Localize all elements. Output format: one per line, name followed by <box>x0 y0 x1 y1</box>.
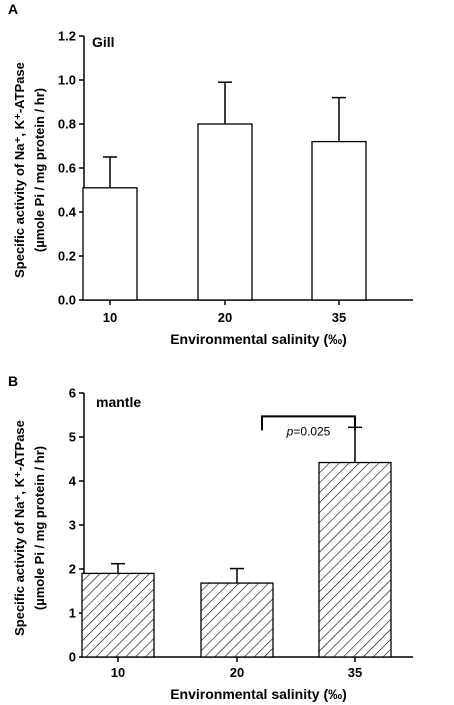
x-axis-label: Environmental salinity (‰) <box>170 686 347 702</box>
x-tick-label: 35 <box>332 310 346 325</box>
x-axis-label: Environmental salinity (‰) <box>170 331 347 347</box>
x-tick-label: 20 <box>218 310 232 325</box>
x-tick-label: 10 <box>103 310 117 325</box>
bar <box>318 461 392 658</box>
y-tick-label: 4 <box>69 474 77 489</box>
x-tick-label: 10 <box>111 665 125 680</box>
y-tick-label: 0.8 <box>58 117 76 132</box>
x-tick-label: 20 <box>230 665 244 680</box>
bar <box>197 123 253 301</box>
panel-title: mantle <box>96 394 141 410</box>
y-tick-label: 3 <box>69 518 76 533</box>
y-tick-label: 0.4 <box>58 205 77 220</box>
significance-bracket <box>261 415 356 431</box>
y-axis-label-line2: (µmole Pi / mg protein / hr) <box>32 88 47 252</box>
panel-a: A 0.0 0.2 0.4 0.6 0.8 1.0 1.2 Gill 10 20 35 Environm… <box>8 1 413 347</box>
p-value: =0.025 <box>293 424 330 438</box>
y-tick-label: 1 <box>69 606 76 621</box>
y-axis-label-line1: Specific activity of Na⁺, K⁺-ATPase <box>12 62 27 278</box>
p-symbol: p <box>286 424 294 438</box>
y-axis-label-line1: Specific activity of Na⁺, K⁺-ATPase <box>12 420 27 636</box>
bar <box>81 572 155 658</box>
y-tick-label: 0.0 <box>58 293 76 308</box>
y-tick-label: 2 <box>69 562 76 577</box>
y-tick-label: 0.2 <box>58 249 76 264</box>
y-tick-label: 0 <box>69 650 76 665</box>
bar <box>200 582 274 658</box>
panel-title: Gill <box>92 34 115 50</box>
y-tick-label: 5 <box>69 430 76 445</box>
p-value-label: p=0.025 <box>286 424 331 438</box>
panel-letter: A <box>8 1 18 17</box>
y-tick-label: 1.2 <box>58 29 76 44</box>
y-axis-label-line2: (µmole Pi / mg protein / hr) <box>32 446 47 610</box>
bar <box>82 187 138 301</box>
y-tick-label: 0.6 <box>58 161 76 176</box>
bar <box>311 140 367 301</box>
y-tick-label: 6 <box>69 386 76 401</box>
y-tick-label: 1.0 <box>58 73 76 88</box>
x-tick-label: 35 <box>348 665 362 680</box>
panel-letter: B <box>8 373 18 389</box>
